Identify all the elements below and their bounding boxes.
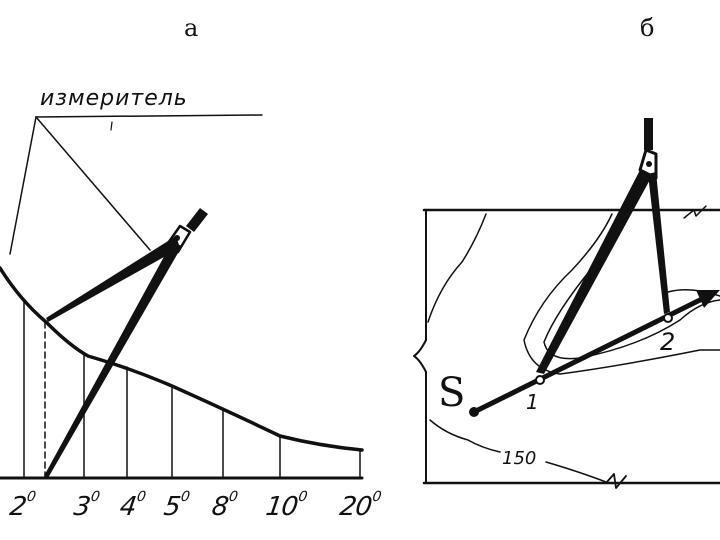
divider-map-head (638, 148, 658, 180)
map-break-mark-top (683, 205, 707, 219)
scale-label-10: 100 (263, 489, 308, 522)
scale-label-8: 80 (209, 489, 238, 522)
divider-map-leg-right (648, 172, 670, 314)
contour-line-2 (523, 213, 720, 375)
scale-label-4: 40 (117, 489, 146, 522)
map-break-mark-left (413, 339, 427, 373)
point-2 (663, 313, 673, 323)
contour-line-3 (543, 213, 720, 360)
left-diagram (0, 114, 364, 480)
direction-arrow-head (696, 290, 720, 308)
panel-label-b: б (640, 14, 655, 42)
scale-label-3: 30 (71, 489, 100, 522)
right-diagram (413, 118, 720, 489)
divider-pivot (174, 235, 180, 241)
point-1 (535, 375, 545, 385)
point-2-label: 2 (660, 328, 676, 356)
point-1-label: 1 (526, 390, 539, 414)
divider-leg-lower (44, 242, 182, 478)
contour-label-150: 150 (502, 448, 537, 469)
divider-map-pivot (646, 161, 652, 167)
map-break-mark-bottom (605, 473, 627, 489)
callout-leader-1 (9, 116, 37, 255)
divider-head (164, 224, 192, 254)
start-point-label: S (438, 370, 466, 416)
divider-map-handle (644, 118, 653, 150)
start-point-s (469, 407, 479, 417)
divider-handle (186, 208, 208, 232)
divider-instrument (44, 208, 208, 478)
scale-label-2: 20 (7, 489, 36, 522)
callout-leader-2 (35, 116, 151, 251)
callout-underline (35, 114, 263, 118)
divider-leg-upper (46, 236, 180, 322)
contour-line-1 (427, 213, 487, 323)
callout-tick (110, 121, 113, 131)
divider-instrument-map (536, 118, 670, 374)
contour-line-150-right (545, 461, 607, 483)
contour-line-150 (429, 419, 501, 453)
scale-label-5: 50 (161, 489, 190, 522)
panel-label-a: а (184, 14, 199, 42)
scale-label-20: 200 (337, 489, 382, 522)
divider-map-leg-left (536, 170, 652, 374)
slope-curve (0, 266, 364, 452)
divider-callout-label: измеритель (40, 86, 188, 111)
